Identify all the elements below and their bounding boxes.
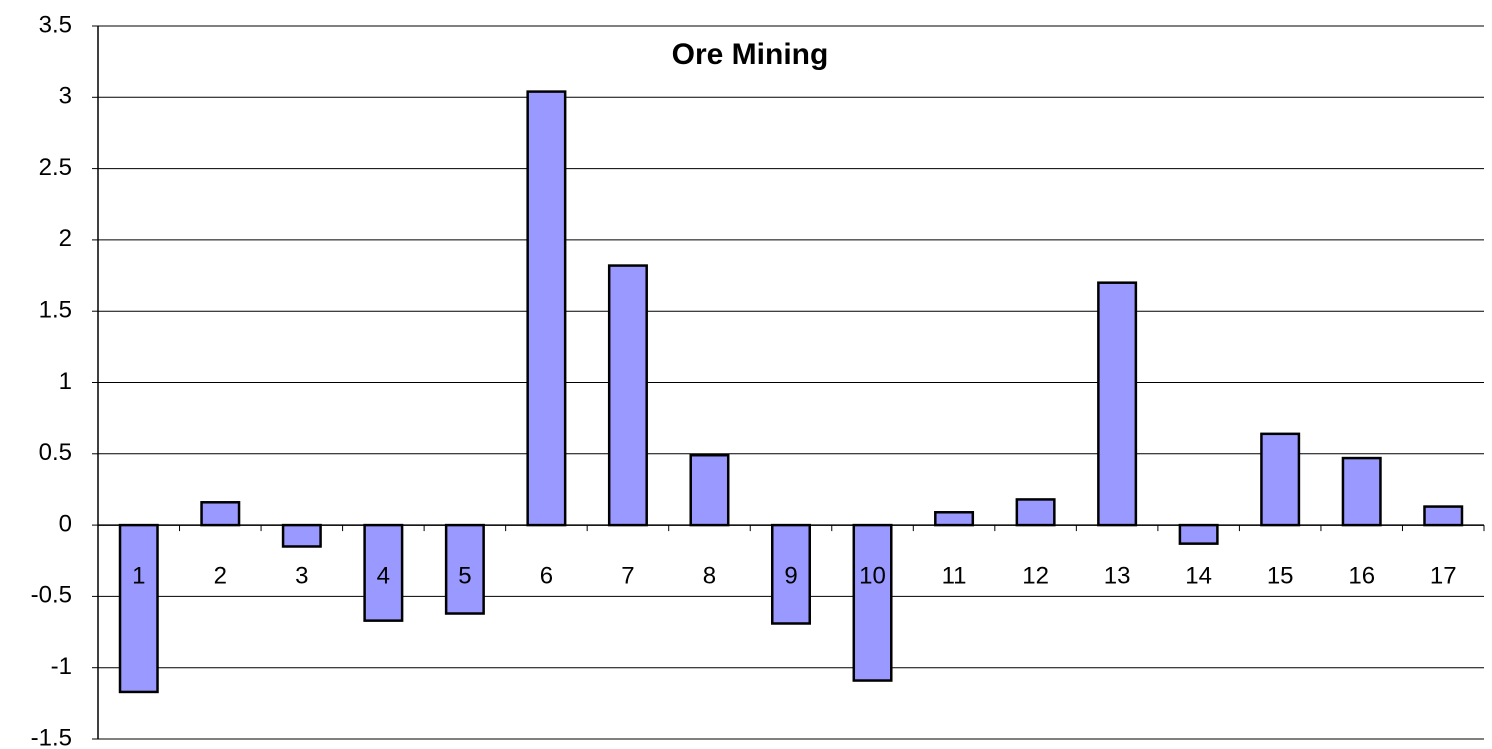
y-tick-label: -1.5	[31, 724, 72, 749]
x-tick-label: 6	[540, 562, 553, 589]
bar	[1178, 523, 1219, 545]
y-tick-label: -0.5	[31, 582, 72, 609]
bar	[852, 523, 893, 682]
x-tick-label: 17	[1430, 562, 1457, 589]
y-tick-label: 2	[59, 225, 72, 252]
bar	[200, 501, 241, 527]
y-tick-label: 3	[59, 83, 72, 110]
x-tick-label: 9	[784, 562, 797, 589]
bar	[281, 523, 322, 548]
y-tick-label: 3.5	[39, 11, 72, 38]
bar	[444, 523, 485, 615]
bar	[1423, 505, 1464, 527]
y-tick-label: 0.5	[39, 439, 72, 466]
y-tick-label: 1	[59, 368, 72, 395]
x-tick-label: 12	[1022, 562, 1049, 589]
chart-title: Ore Mining	[672, 38, 829, 71]
x-tick-label: 15	[1267, 562, 1294, 589]
x-tick-label: 5	[458, 562, 471, 589]
y-tick-label: -1	[51, 653, 72, 680]
bar	[1260, 432, 1301, 527]
y-tick-label: 2.5	[39, 154, 72, 181]
x-tick-label: 4	[377, 562, 390, 589]
x-tick-label: 2	[214, 562, 227, 589]
bar	[1097, 281, 1138, 527]
y-tick-label: 0	[59, 510, 72, 537]
bar	[770, 523, 812, 625]
x-tick-label: 13	[1104, 562, 1131, 589]
x-tick-label: 7	[621, 562, 634, 589]
x-tick-label: 3	[295, 562, 308, 589]
x-tick-label: 10	[859, 562, 886, 589]
x-tick-label: 11	[942, 562, 967, 589]
bar	[363, 523, 404, 622]
bar	[1015, 498, 1056, 527]
bar	[1341, 456, 1382, 527]
bar	[689, 453, 730, 527]
x-tick-label: 1	[132, 562, 145, 589]
bar	[526, 90, 567, 527]
bar	[607, 264, 648, 527]
bar	[118, 523, 159, 694]
x-tick-label: 16	[1348, 562, 1375, 589]
bar	[934, 511, 975, 527]
x-tick-label: 14	[1185, 562, 1212, 589]
x-tick-label: 8	[703, 562, 716, 589]
y-tick-label: 1.5	[39, 297, 72, 324]
